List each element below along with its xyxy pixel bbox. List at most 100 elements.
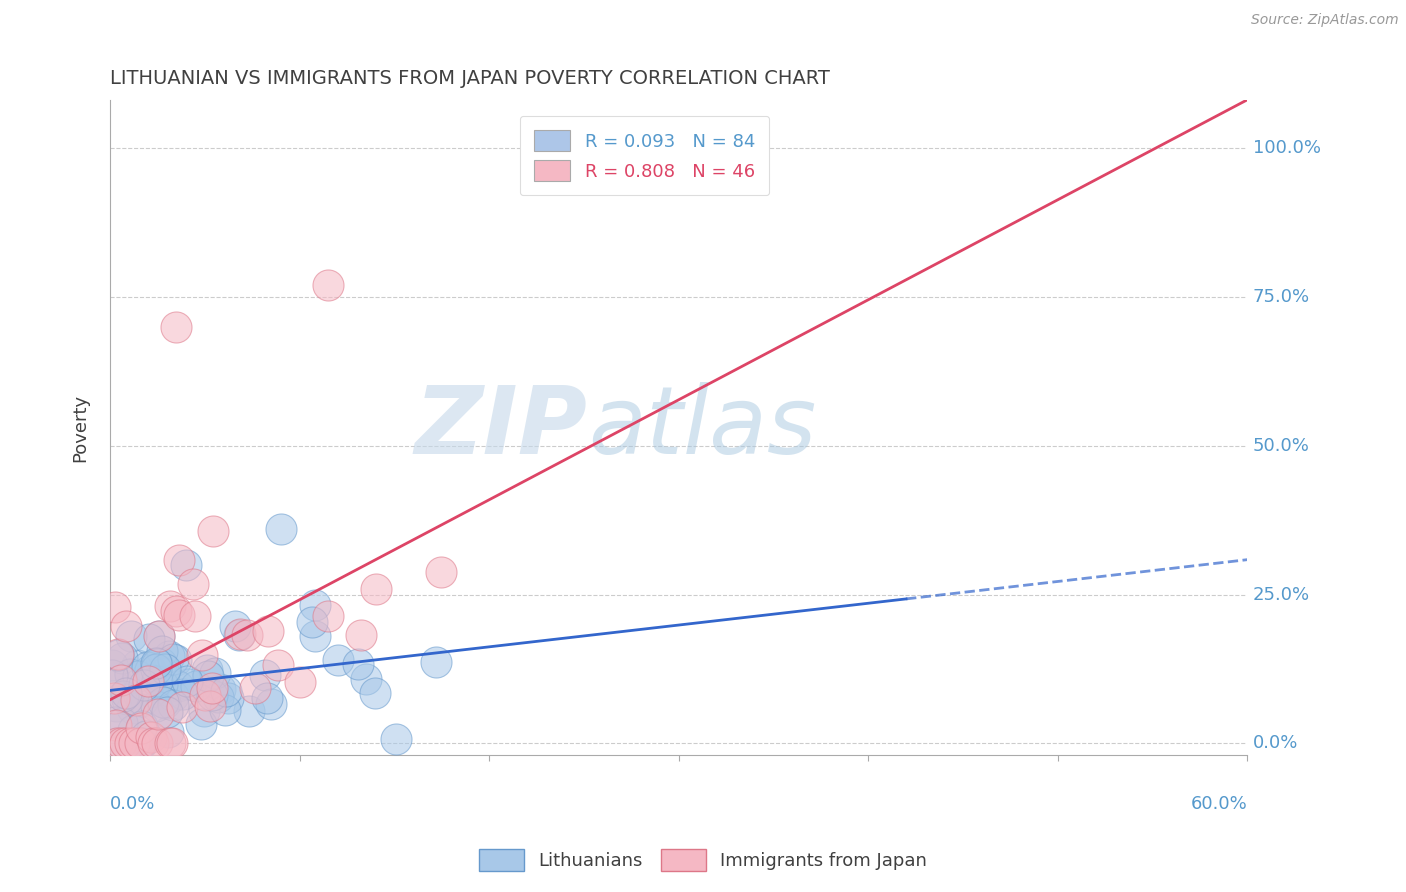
Point — [104, 599, 127, 614]
Point — [201, 681, 224, 696]
Point — [114, 736, 136, 750]
Point — [172, 700, 194, 714]
Point — [107, 648, 129, 663]
Point — [110, 736, 132, 750]
Point — [111, 651, 134, 665]
Point — [316, 277, 339, 292]
Point — [127, 669, 149, 683]
Point — [153, 665, 176, 680]
Point — [111, 689, 134, 703]
Point — [105, 676, 128, 690]
Point — [184, 608, 207, 623]
Text: Source: ZipAtlas.com: Source: ZipAtlas.com — [1251, 13, 1399, 28]
Point — [174, 558, 197, 572]
Point — [254, 668, 277, 682]
Point — [160, 736, 183, 750]
Point — [103, 690, 125, 705]
Point — [111, 716, 134, 731]
Point — [125, 657, 148, 672]
Point — [104, 715, 127, 730]
Point — [346, 657, 368, 672]
Point — [128, 736, 150, 750]
Point — [148, 707, 170, 722]
Text: 50.0%: 50.0% — [1253, 437, 1310, 455]
Point — [131, 736, 153, 750]
Point — [145, 699, 167, 714]
Point — [328, 652, 350, 666]
Point — [201, 688, 224, 702]
Point — [107, 736, 129, 750]
Point — [110, 673, 132, 687]
Point — [146, 673, 169, 688]
Point — [120, 630, 142, 644]
Point — [114, 686, 136, 700]
Point — [201, 524, 224, 538]
Point — [197, 669, 219, 683]
Point — [146, 736, 169, 750]
Point — [150, 657, 173, 671]
Point — [167, 607, 190, 622]
Point — [101, 668, 124, 682]
Y-axis label: Poverty: Poverty — [72, 393, 89, 462]
Point — [132, 678, 155, 692]
Text: 60.0%: 60.0% — [1191, 795, 1247, 813]
Point — [104, 699, 127, 714]
Point — [136, 673, 159, 688]
Point — [114, 619, 136, 633]
Text: LITHUANIAN VS IMMIGRANTS FROM JAPAN POVERTY CORRELATION CHART: LITHUANIAN VS IMMIGRANTS FROM JAPAN POVE… — [110, 69, 830, 87]
Point — [165, 319, 187, 334]
Point — [138, 673, 160, 687]
Point — [131, 721, 153, 735]
Point — [142, 736, 165, 750]
Point — [155, 697, 177, 711]
Point — [120, 736, 142, 750]
Text: 0.0%: 0.0% — [110, 795, 156, 813]
Point — [217, 690, 239, 705]
Legend: Lithuanians, Immigrants from Japan: Lithuanians, Immigrants from Japan — [471, 842, 935, 879]
Point — [152, 695, 174, 709]
Text: 25.0%: 25.0% — [1253, 585, 1310, 604]
Point — [146, 657, 169, 672]
Point — [172, 687, 194, 701]
Point — [162, 652, 184, 666]
Point — [430, 565, 453, 579]
Point — [148, 629, 170, 643]
Point — [267, 658, 290, 673]
Point — [121, 701, 143, 715]
Point — [238, 705, 260, 719]
Point — [270, 522, 292, 536]
Point — [260, 697, 283, 711]
Point — [150, 643, 173, 657]
Point — [131, 694, 153, 708]
Point — [156, 724, 179, 739]
Point — [148, 629, 170, 643]
Point — [318, 609, 340, 624]
Text: atlas: atlas — [588, 383, 815, 474]
Point — [131, 719, 153, 733]
Point — [366, 582, 388, 597]
Text: ZIP: ZIP — [415, 382, 588, 474]
Point — [156, 705, 179, 719]
Point — [245, 681, 267, 696]
Point — [128, 689, 150, 703]
Point — [139, 663, 162, 677]
Point — [256, 690, 278, 705]
Text: 0.0%: 0.0% — [1253, 734, 1298, 753]
Point — [181, 577, 204, 591]
Text: 75.0%: 75.0% — [1253, 288, 1310, 306]
Point — [139, 685, 162, 699]
Point — [162, 689, 184, 703]
Point — [135, 729, 157, 743]
Point — [304, 598, 326, 612]
Point — [159, 599, 181, 613]
Point — [304, 629, 326, 643]
Point — [153, 662, 176, 676]
Point — [193, 705, 215, 719]
Point — [191, 648, 214, 662]
Point — [145, 656, 167, 670]
Point — [115, 692, 138, 706]
Text: 100.0%: 100.0% — [1253, 139, 1322, 157]
Point — [195, 663, 218, 677]
Point — [157, 648, 180, 663]
Point — [190, 716, 212, 731]
